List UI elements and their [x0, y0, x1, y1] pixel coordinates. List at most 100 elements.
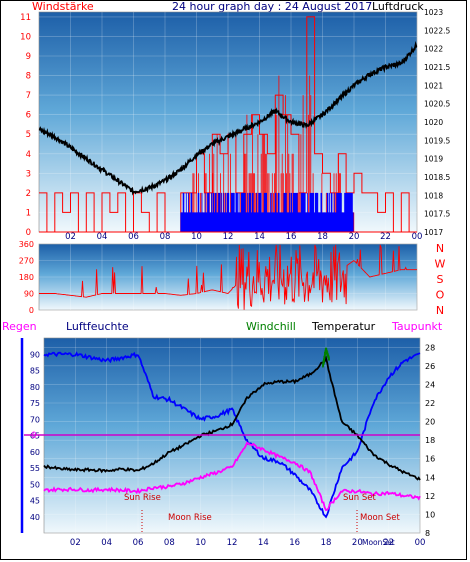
- top-right-tick: 1019: [424, 155, 443, 164]
- top-right-tick: 1018.5: [424, 173, 450, 182]
- bottom-left-tick: 50: [30, 480, 40, 489]
- bottom-right-tick: 16: [425, 455, 435, 464]
- bottom-x-tick: 18: [321, 538, 332, 548]
- bottom-x-tick: 12: [227, 538, 238, 548]
- top-x-tick: 18: [317, 232, 328, 242]
- bottom-right-tick: 20: [425, 418, 435, 427]
- direction-plot-area: [38, 243, 418, 311]
- dir-right-letter: S: [437, 273, 444, 286]
- bottom-left-tick: 80: [30, 383, 40, 392]
- top-right-tick: 1020: [424, 118, 443, 127]
- bottom-right-tick: 14: [425, 473, 435, 482]
- sunrise-label: Sun Rise: [124, 493, 161, 503]
- top-right-tick: 1020.5: [424, 100, 450, 109]
- top-x-tick: 14: [254, 232, 265, 242]
- top-right-tick: 1017: [424, 228, 443, 237]
- top-x-tick: 12: [223, 232, 234, 242]
- top-right-tick: 1022.5: [424, 26, 450, 35]
- dir-left-tick: 180: [19, 273, 34, 282]
- top-axis-ticks: 02 04 06 08 10 12 14 16 18 20 22 000123456789101110…: [20, 8, 450, 242]
- bottom-right-tick: 8: [425, 529, 430, 538]
- bottom-right-tick: 26: [425, 362, 435, 371]
- label-regen: Regen: [2, 320, 37, 333]
- bottom-x-tick: 06: [133, 538, 144, 548]
- bottom-x-tick: 22: [383, 538, 394, 548]
- top-x-tick: 10: [191, 232, 202, 242]
- bottom-left-tick: 40: [30, 513, 40, 522]
- bottom-x-tick: 20: [352, 538, 363, 548]
- top-x-tick: 22: [380, 232, 391, 242]
- moonset-small-label: MoonSet: [362, 538, 395, 547]
- header-windstaerke: Windstärke: [32, 0, 94, 13]
- bottom-left-tick: 75: [30, 399, 40, 408]
- top-right-tick: 1019.5: [424, 136, 450, 145]
- header-luftdruck: Luftdruck: [372, 0, 424, 13]
- bottom-right-tick: 22: [425, 399, 435, 408]
- dir-right-letter: W: [435, 258, 446, 271]
- top-x-tick: 08: [160, 232, 171, 242]
- bottom-right-tick: 12: [425, 492, 435, 501]
- rain-zero-label: 0: [31, 431, 37, 441]
- top-x-tick: 16: [286, 232, 297, 242]
- moonset-label: Moon Set: [360, 513, 400, 523]
- pressure-line: [38, 40, 418, 196]
- pressure-series: [38, 40, 418, 196]
- top-left-tick: 1: [26, 208, 31, 218]
- top-left-tick: 3: [26, 169, 31, 179]
- top-left-tick: 7: [26, 91, 31, 101]
- bottom-left-tick: 55: [30, 464, 40, 473]
- bottom-axis-ticks: 40 45 50 55 60 65 70 75 80 85 90 8 10 12 14 16 18 20 22 24 2…: [30, 343, 435, 548]
- top-x-tick: 06: [128, 232, 139, 242]
- bottom-right-tick: 24: [425, 380, 435, 389]
- dir-left-tick: 0: [29, 306, 34, 315]
- bottom-right-tick: 10: [425, 510, 435, 519]
- bottom-x-tick: 10: [195, 538, 206, 548]
- bottom-x-tick: 00: [415, 538, 426, 548]
- top-x-tick: 20: [349, 232, 360, 242]
- top-left-tick: 4: [26, 150, 31, 160]
- wind-gust-bars: [180, 192, 354, 232]
- dir-left-tick: 90: [24, 290, 34, 299]
- wind-force-series: [39, 16, 417, 233]
- top-left-tick: 0: [26, 228, 31, 238]
- bottom-x-tick: 02: [70, 538, 81, 548]
- wind-direction-series: [39, 244, 417, 310]
- bottom-left-tick: 65: [30, 432, 40, 441]
- top-left-tick: 10: [20, 32, 31, 42]
- top-left-tick: 2: [26, 189, 31, 199]
- top-left-tick: 11: [20, 13, 31, 23]
- bottom-right-tick: 18: [425, 436, 435, 445]
- bottom-x-tick: 14: [258, 538, 269, 548]
- bottom-right-tick: 28: [425, 343, 435, 352]
- wind-direction-line: [39, 244, 417, 310]
- top-right-tick: 1022: [424, 45, 443, 54]
- bottom-left-tick: 45: [30, 497, 40, 506]
- top-x-tick: 02: [65, 232, 76, 242]
- top-right-tick: 1021.5: [424, 63, 450, 72]
- top-left-tick: 9: [26, 52, 31, 62]
- humidity-line: [43, 351, 421, 519]
- header-title: 24 hour graph day : 24 August 2017: [172, 0, 372, 13]
- bottom-left-tick: 60: [30, 448, 40, 457]
- dir-left-tick: 360: [19, 240, 34, 249]
- bottom-x-tick: 08: [164, 538, 175, 548]
- sunset-label: Sun Set: [343, 493, 376, 503]
- bottom-left-tick: 70: [30, 415, 40, 424]
- label-windchill: Windchill: [246, 320, 296, 333]
- dewpoint-line: [43, 441, 421, 512]
- top-right-tick: 1021: [424, 81, 443, 90]
- label-temperatur: Temperatur: [311, 320, 376, 333]
- label-taupunkt: Taupunkt: [391, 320, 443, 333]
- bottom-x-tick: 16: [289, 538, 300, 548]
- bottom-left-tick: 85: [30, 367, 40, 376]
- top-left-tick: 6: [26, 111, 31, 121]
- moonrise-label: Moon Rise: [168, 513, 212, 523]
- top-left-tick: 8: [26, 72, 31, 82]
- bottom-left-tick: 90: [30, 350, 40, 359]
- dir-right-letter: N: [436, 304, 444, 317]
- dir-right-letter: N: [436, 242, 444, 255]
- top-right-tick: 1017.5: [424, 210, 450, 219]
- label-luftfeuchte: Luftfeuchte: [66, 320, 129, 333]
